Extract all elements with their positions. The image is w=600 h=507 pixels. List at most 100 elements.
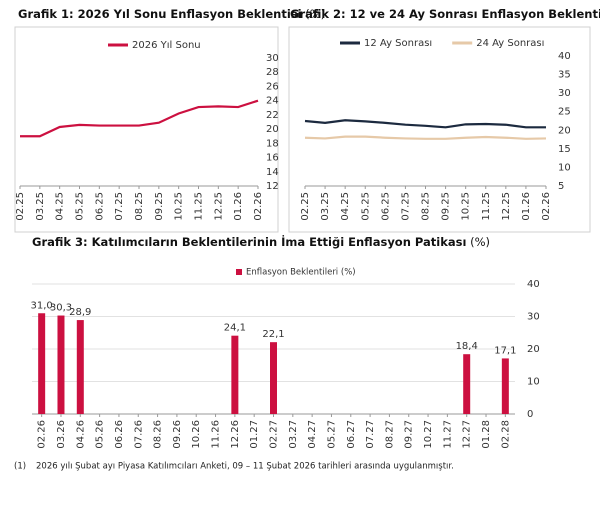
x-tick-label: 12.25 [213, 192, 224, 221]
x-tick-label: 07.25 [114, 192, 125, 221]
y-tick-label: 20 [527, 344, 540, 355]
y-tick-label: 30 [558, 88, 571, 99]
x-tick-label: 09.25 [441, 192, 452, 221]
chart-title: Grafik 3: Katılımcıların Beklentilerinin… [32, 234, 490, 249]
y-tick-label: 30 [266, 53, 279, 64]
y-tick-label: 26 [266, 81, 279, 92]
title-text: Grafik 1: 2026 Yıl Sonu Enflasyon Beklen… [18, 7, 302, 21]
x-tick-label: 03.25 [320, 192, 331, 221]
x-tick-label: 09.25 [154, 192, 165, 221]
x-tick-label: 08.27 [384, 420, 395, 449]
y-tick-label: 20 [558, 125, 571, 136]
y-tick-label: 35 [558, 70, 571, 81]
y-tick-label: 24 [266, 96, 279, 107]
legend-swatch [236, 269, 242, 275]
y-tick-label: 12 [266, 181, 279, 192]
x-tick-label: 05.25 [75, 192, 86, 221]
x-tick-label: 02.26 [37, 420, 48, 449]
x-tick-label: 04.25 [340, 192, 351, 221]
chart-title: Grafik 2: 12 ve 24 Ay Sonrası Enflasyon … [290, 7, 600, 21]
x-tick-label: 06.25 [380, 192, 391, 221]
footnote-marker: (1) [14, 462, 26, 472]
line-series [304, 119, 546, 129]
title-text: Grafik 2: 12 ve 24 Ay Sonrası Enflasyon … [290, 7, 600, 21]
x-tick-label: 11.27 [442, 420, 453, 449]
x-tick-label: 01.28 [481, 420, 492, 449]
y-tick-label: 20 [266, 124, 279, 135]
x-tick-label: 11.25 [481, 192, 492, 221]
data-label: 18,4 [456, 341, 478, 352]
x-tick-label: 10.26 [191, 420, 202, 449]
x-tick-label: 12.26 [230, 420, 241, 449]
x-tick-label: 05.26 [95, 420, 106, 449]
bar [270, 342, 277, 414]
x-tick-label: 06.25 [94, 192, 105, 221]
x-tick-label: 10.25 [174, 192, 185, 221]
x-tick-label: 03.25 [35, 192, 46, 221]
x-tick-label: 10.27 [423, 420, 434, 449]
x-tick-label: 02.25 [300, 192, 311, 221]
y-tick-label: 0 [527, 409, 533, 420]
y-tick-label: 30 [527, 312, 540, 323]
panel-border [14, 26, 279, 233]
bar [501, 358, 509, 414]
x-tick-label: 02.26 [253, 192, 264, 221]
x-tick-label: 02.28 [500, 420, 511, 449]
x-tick-label: 01.27 [249, 420, 260, 449]
y-tick-label: 16 [266, 153, 279, 164]
x-tick-label: 04.27 [307, 420, 318, 449]
x-tick-label: 07.27 [365, 420, 376, 449]
y-tick-label: 10 [527, 377, 540, 388]
y-tick-label: 18 [266, 138, 279, 149]
x-tick-label: 02.26 [541, 192, 552, 221]
x-tick-label: 02.25 [15, 192, 26, 221]
x-tick-label: 05.25 [360, 192, 371, 221]
legend-label: 24 Ay Sonrası [476, 38, 544, 49]
title-unit: (%) [470, 235, 490, 249]
x-tick-label: 04.26 [75, 420, 86, 449]
x-tick-label: 09.26 [172, 420, 183, 449]
data-label: 31,0 [31, 300, 53, 311]
legend-label: 12 Ay Sonrası [364, 38, 432, 49]
x-tick-label: 06.26 [114, 420, 125, 449]
x-tick-label: 07.25 [400, 192, 411, 221]
legend-label: 2026 Yıl Sonu [132, 40, 201, 51]
title-unit: (%) [305, 7, 325, 21]
y-tick-label: 22 [266, 110, 279, 121]
chart-title: Grafik 1: 2026 Yıl Sonu Enflasyon Beklen… [18, 7, 325, 21]
title-text: Grafik 3: Katılımcıların Beklentilerinin… [32, 234, 466, 249]
footnote-text: 2026 yılı Şubat ayı Piyasa Katılımcıları… [36, 462, 454, 472]
bar [463, 354, 471, 414]
x-tick-label: 07.26 [133, 420, 144, 449]
y-tick-label: 14 [266, 167, 279, 178]
x-tick-label: 01.26 [521, 192, 532, 221]
x-tick-label: 03.27 [288, 420, 299, 449]
bar [76, 320, 84, 414]
x-tick-label: 10.25 [461, 192, 472, 221]
y-tick-label: 40 [527, 279, 540, 290]
line-series [20, 99, 259, 138]
x-tick-label: 09.27 [404, 420, 415, 449]
x-tick-label: 05.27 [326, 420, 337, 449]
legend-label: Enflasyon Beklentileri (%) [246, 268, 356, 278]
y-tick-label: 15 [558, 144, 571, 155]
x-tick-label: 06.27 [346, 420, 357, 449]
y-tick-label: 10 [558, 162, 571, 173]
y-tick-label: 40 [558, 51, 571, 62]
data-label: 30,3 [50, 303, 72, 314]
bar [231, 335, 239, 414]
x-tick-label: 11.25 [194, 192, 205, 221]
x-tick-label: 08.25 [134, 192, 145, 221]
panel-border [288, 26, 591, 233]
data-label: 28,9 [69, 307, 91, 318]
y-tick-label: 25 [558, 107, 571, 118]
line-series [304, 135, 547, 140]
x-tick-label: 12.25 [501, 192, 512, 221]
data-label: 24,1 [224, 323, 246, 334]
x-tick-label: 08.26 [153, 420, 164, 449]
x-tick-label: 03.26 [56, 420, 67, 449]
y-tick-label: 28 [266, 67, 279, 78]
y-tick-label: 5 [558, 181, 564, 192]
x-tick-label: 01.26 [233, 192, 244, 221]
